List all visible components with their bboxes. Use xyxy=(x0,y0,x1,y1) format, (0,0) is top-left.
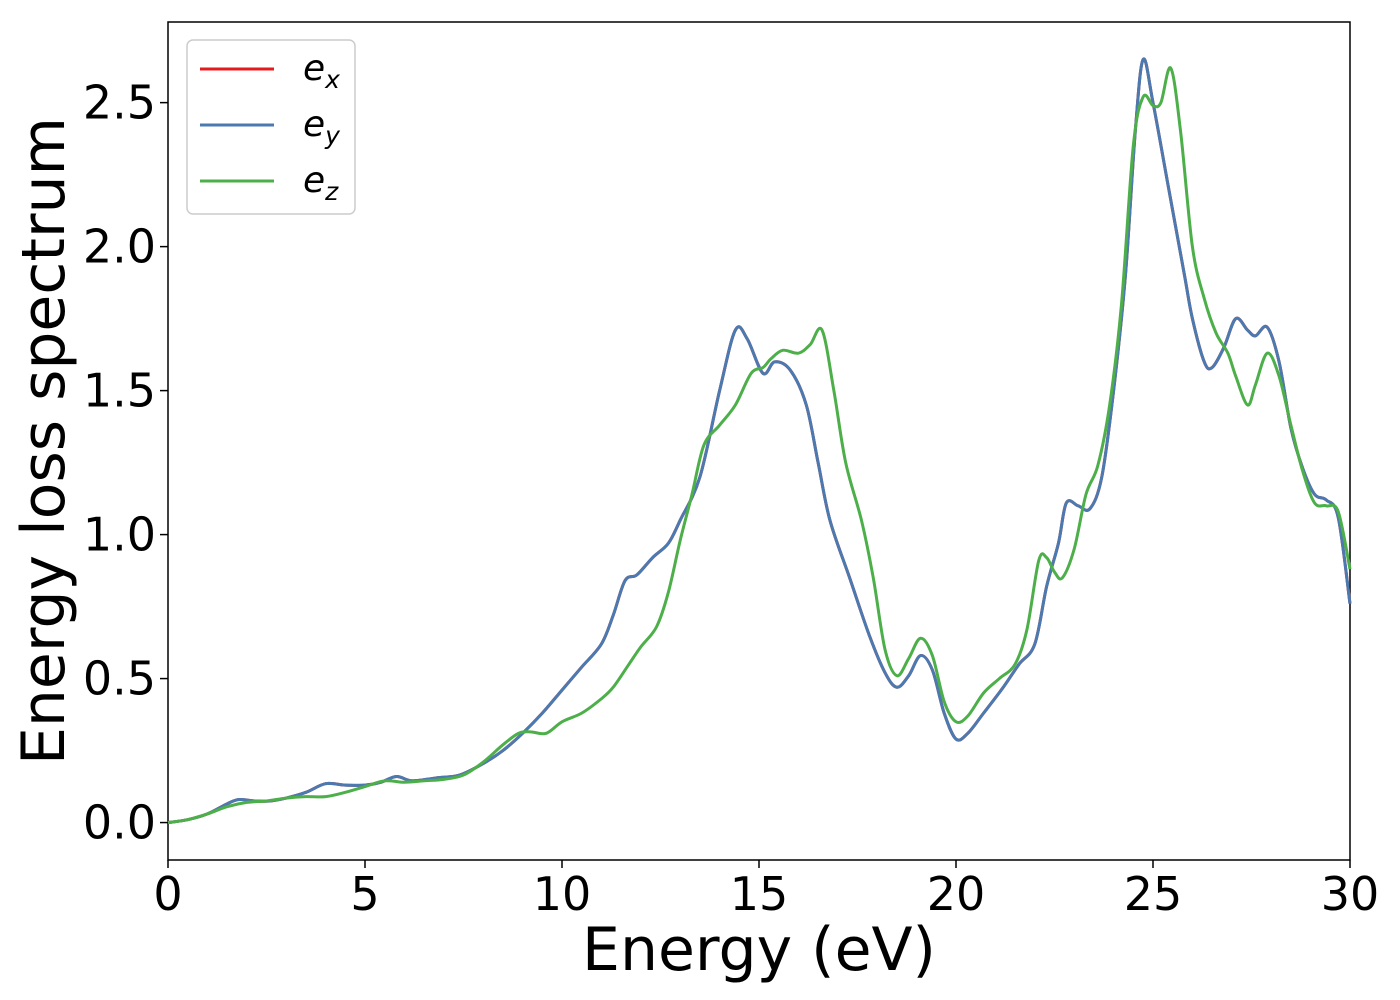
y-tick-label: 1.0 xyxy=(83,508,156,562)
x-tick-label: 10 xyxy=(533,867,592,921)
legend-box xyxy=(186,39,356,215)
y-axis-label: Energy loss spectrum xyxy=(9,117,79,765)
y-tick-label: 0.5 xyxy=(83,652,156,706)
x-tick-label: 20 xyxy=(927,867,986,921)
x-axis-label: Energy (eV) xyxy=(582,915,936,985)
x-tick-label: 15 xyxy=(730,867,789,921)
plot-frame xyxy=(167,21,1351,861)
y-axis: 0.0 0.5 1.0 1.5 2.0 2.5 xyxy=(83,76,168,850)
series-layer xyxy=(167,57,1352,825)
y-tick-label: 1.5 xyxy=(83,364,156,418)
y-tick-label: 0.0 xyxy=(83,796,156,850)
x-tick-label: 30 xyxy=(1321,867,1380,921)
x-axis: 0 5 10 15 20 25 30 xyxy=(153,860,1379,921)
y-tick-label: 2.0 xyxy=(83,220,156,274)
y-tick-label: 2.5 xyxy=(83,76,156,130)
x-tick-label: 5 xyxy=(350,867,379,921)
plot-area xyxy=(167,21,1352,861)
x-tick-label: 0 xyxy=(153,867,182,921)
x-tick-label: 25 xyxy=(1124,867,1183,921)
series-line-e-z xyxy=(167,66,1352,825)
